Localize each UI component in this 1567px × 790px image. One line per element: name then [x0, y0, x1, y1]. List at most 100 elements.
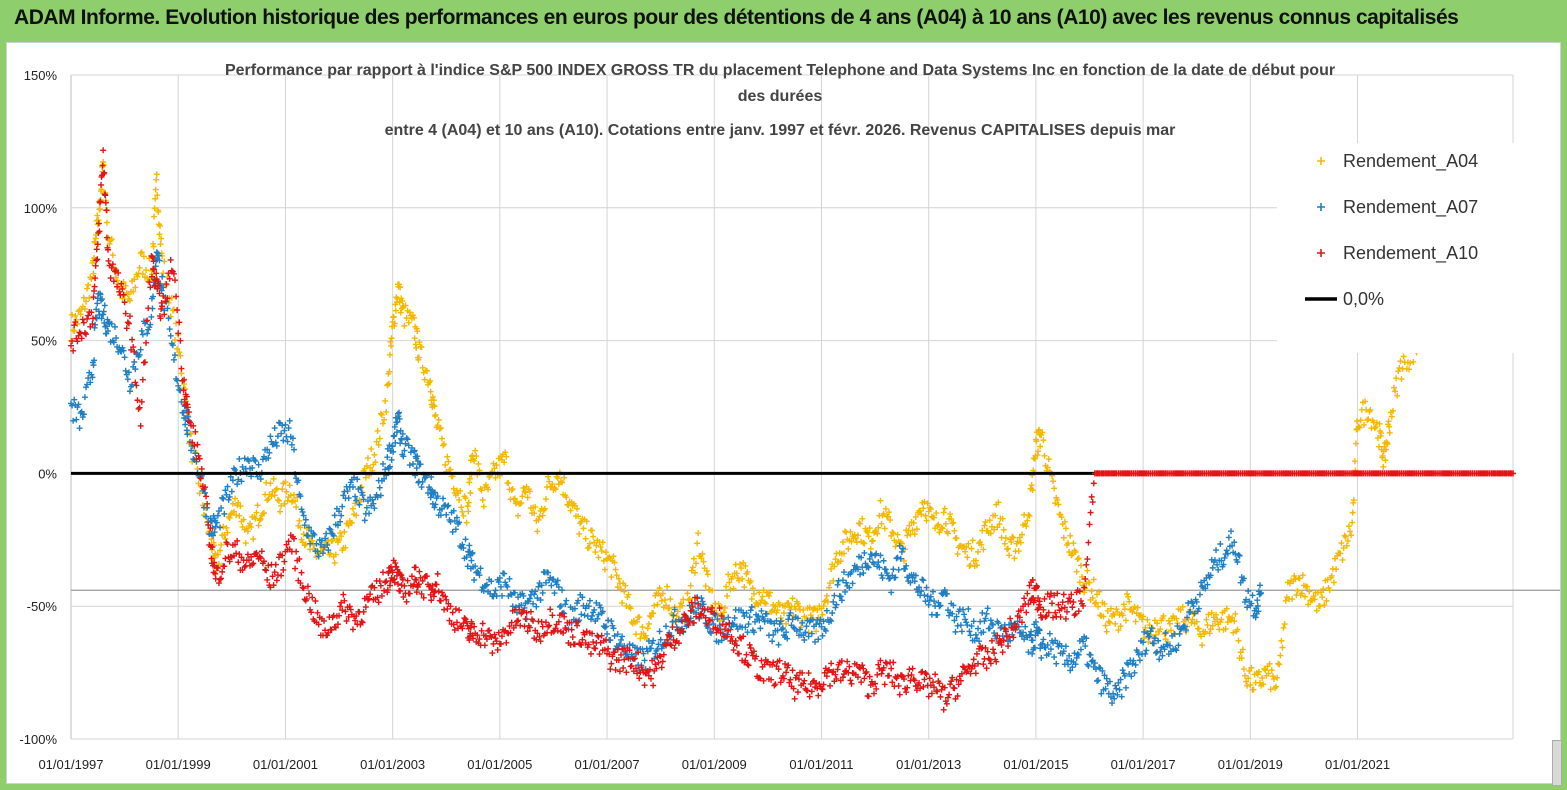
- point-rendement-a04: [437, 424, 444, 431]
- point-rendement-a04: [969, 537, 976, 544]
- point-rendement-a04: [813, 628, 820, 635]
- point-rendement-a04: [789, 595, 796, 602]
- point-rendement-a04: [975, 548, 982, 555]
- point-rendement-a04: [1231, 618, 1238, 625]
- point-rendement-a04: [378, 411, 385, 418]
- point-rendement-a04: [1026, 512, 1033, 519]
- point-rendement-a04: [627, 605, 634, 612]
- point-rendement-a04: [450, 485, 457, 492]
- point-rendement-a04: [173, 320, 180, 327]
- point-rendement-a04: [157, 241, 164, 248]
- point-rendement-a04: [217, 547, 224, 554]
- point-rendement-a04: [1360, 421, 1367, 428]
- point-rendement-a04: [1044, 464, 1051, 471]
- point-rendement-a04: [161, 258, 168, 265]
- point-rendement-a04: [1072, 548, 1079, 555]
- point-rendement-a04: [1395, 368, 1402, 375]
- point-rendement-a04: [626, 603, 633, 610]
- point-rendement-a04: [526, 488, 533, 495]
- point-rendement-a04: [691, 569, 698, 576]
- point-rendement-a04: [114, 277, 121, 284]
- point-rendement-a04: [271, 492, 278, 499]
- chart-area: 150% 100% 50% 0% -50% -100% 01/01/1997 01/01/1…: [6, 42, 1561, 784]
- point-rendement-a04: [119, 295, 126, 302]
- point-rendement-a04: [357, 498, 364, 505]
- point-rendement-a04: [940, 509, 947, 516]
- point-rendement-a04: [1054, 496, 1061, 503]
- point-rendement-a04: [690, 555, 697, 562]
- point-rendement-a04: [467, 490, 474, 497]
- point-rendement-a04: [368, 445, 375, 452]
- point-rendement-a04: [894, 531, 901, 538]
- point-rendement-a04: [948, 515, 955, 522]
- point-rendement-a04: [1382, 457, 1389, 464]
- point-rendement-a04: [703, 567, 710, 574]
- chart-grid: [70, 74, 1560, 740]
- point-rendement-a04: [982, 518, 989, 525]
- point-rendement-a04: [383, 408, 390, 415]
- point-rendement-a04: [1250, 686, 1257, 693]
- point-rendement-a04: [160, 270, 167, 277]
- point-rendement-a04: [1354, 418, 1361, 425]
- point-rendement-a04: [1017, 539, 1024, 546]
- point-rendement-a04: [1218, 616, 1225, 623]
- point-rendement-a04: [278, 502, 285, 509]
- point-rendement-a04: [840, 550, 847, 557]
- point-rendement-a04: [1088, 588, 1095, 595]
- point-rendement-a04: [274, 497, 281, 504]
- point-rendement-a04: [820, 603, 827, 610]
- point-rendement-a04: [1023, 523, 1030, 530]
- point-rendement-a04: [1050, 478, 1057, 485]
- point-rendement-a04: [1268, 667, 1275, 674]
- point-rendement-a04: [981, 522, 988, 529]
- point-rendement-a04: [1165, 617, 1172, 624]
- point-rendement-a04: [297, 524, 304, 531]
- point-rendement-a04: [508, 486, 515, 493]
- point-rendement-a04: [1086, 579, 1093, 586]
- point-rendement-a04: [275, 497, 282, 504]
- point-rendement-a04: [917, 507, 924, 514]
- resize-handle[interactable]: [1552, 740, 1562, 786]
- x-tick-label: 01/01/2019: [1218, 757, 1283, 772]
- point-rendement-a04: [739, 575, 746, 582]
- point-rendement-a04: [423, 367, 430, 374]
- point-rendement-a04: [953, 534, 960, 541]
- point-rendement-a04: [143, 267, 150, 274]
- point-rendement-a04: [1386, 429, 1393, 436]
- point-rendement-a04: [1351, 458, 1358, 465]
- point-rendement-a04: [490, 460, 497, 467]
- point-rendement-a04: [377, 410, 384, 417]
- point-rendement-a04: [800, 606, 807, 613]
- point-rendement-a04: [1207, 626, 1214, 633]
- point-rendement-a04: [1273, 683, 1280, 690]
- point-rendement-a04: [296, 517, 303, 524]
- point-rendement-a04: [679, 602, 686, 609]
- point-rendement-a04: [877, 497, 884, 504]
- y-tick-label: -100%: [19, 732, 57, 747]
- point-rendement-a04: [1125, 593, 1132, 600]
- scatter-chart: 150%100%50%0%-50%-100% 01/01/1997 01/01/1…: [19, 62, 1560, 772]
- point-rendement-a04: [832, 556, 839, 563]
- point-rendement-a04: [353, 512, 360, 519]
- point-rendement-a04: [1279, 644, 1286, 651]
- point-rendement-a04: [1343, 542, 1350, 549]
- point-rendement-a04: [661, 596, 668, 603]
- point-rendement-a04: [1323, 597, 1330, 604]
- point-rendement-a04: [589, 527, 596, 534]
- point-rendement-a04: [445, 458, 452, 465]
- point-rendement-a04: [665, 605, 672, 612]
- point-rendement-a04: [748, 595, 755, 602]
- point-rendement-a04: [750, 590, 757, 597]
- x-tick-label: 01/01/2003: [360, 757, 425, 772]
- point-rendement-a04: [869, 537, 876, 544]
- point-rendement-a04: [80, 294, 87, 301]
- point-rendement-a04: [1259, 675, 1266, 682]
- point-rendement-a04: [837, 558, 844, 565]
- point-rendement-a04: [1390, 384, 1397, 391]
- point-rendement-a04: [1255, 668, 1262, 675]
- point-rendement-a04: [1131, 603, 1138, 610]
- point-rendement-a04: [995, 499, 1002, 506]
- point-rendement-a04: [1041, 452, 1048, 459]
- point-rendement-a04: [1388, 413, 1395, 420]
- point-rendement-a04: [493, 462, 500, 469]
